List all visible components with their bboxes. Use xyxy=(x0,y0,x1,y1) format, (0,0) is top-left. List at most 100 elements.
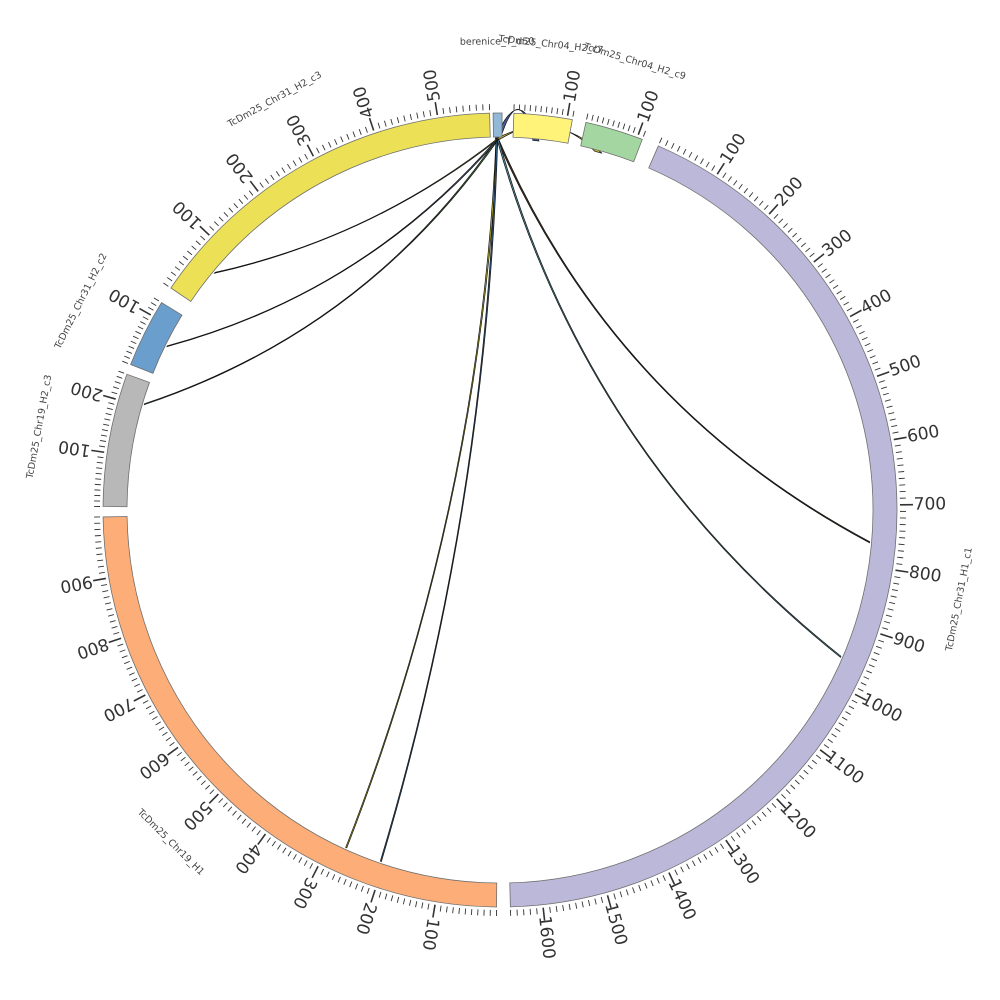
minor-tick xyxy=(676,145,681,152)
minor-tick xyxy=(811,759,818,765)
minor-tick xyxy=(396,117,400,124)
minor-tick xyxy=(781,793,786,799)
tick-label: 400 xyxy=(350,83,379,120)
minor-tick xyxy=(885,614,892,618)
link-berenice-chr31_c2-7 xyxy=(166,138,500,348)
minor-tick xyxy=(831,733,837,738)
major-tick xyxy=(91,449,105,454)
major-tick xyxy=(139,307,152,316)
minor-tick xyxy=(402,898,406,905)
minor-tick xyxy=(227,806,233,812)
major-tick xyxy=(854,693,867,702)
minor-tick xyxy=(763,204,769,211)
minor-tick xyxy=(192,771,198,776)
major-tick xyxy=(668,872,676,885)
major-tick xyxy=(102,394,116,400)
minor-tick xyxy=(163,282,169,287)
minor-tick xyxy=(895,451,902,453)
minor-tick xyxy=(601,117,605,124)
minor-tick xyxy=(823,744,830,749)
minor-tick xyxy=(337,876,341,883)
minor-tick xyxy=(897,550,904,552)
minor-tick xyxy=(825,273,831,279)
minor-tick xyxy=(771,803,777,809)
minor-tick xyxy=(158,726,165,731)
minor-tick xyxy=(829,279,835,284)
major-tick xyxy=(716,162,725,175)
minor-tick xyxy=(562,904,565,912)
minor-tick xyxy=(228,207,234,213)
minor-tick xyxy=(455,106,458,113)
minor-tick xyxy=(96,553,103,556)
minor-tick xyxy=(896,563,903,565)
minor-tick xyxy=(99,445,106,448)
link-berenice-chr31_c3-8 xyxy=(213,138,500,274)
minor-tick xyxy=(377,122,381,129)
minor-tick xyxy=(132,335,139,340)
tick-label: 700 xyxy=(100,693,138,726)
minor-tick xyxy=(891,589,898,592)
minor-tick xyxy=(642,130,646,137)
minor-tick xyxy=(627,125,631,132)
minor-tick xyxy=(839,296,846,300)
minor-tick xyxy=(688,151,693,158)
minor-tick xyxy=(817,263,823,268)
minor-tick xyxy=(861,336,868,341)
minor-tick xyxy=(711,165,716,171)
minor-tick xyxy=(832,284,839,289)
minor-tick xyxy=(98,571,105,574)
minor-tick xyxy=(209,225,215,231)
link-berenice-chr19_c3-6 xyxy=(143,138,500,406)
minor-tick xyxy=(722,172,727,178)
minor-tick xyxy=(251,826,256,832)
minor-tick xyxy=(703,853,708,860)
minor-tick xyxy=(184,761,190,767)
segment-chr31_h1 xyxy=(509,145,898,908)
minor-tick xyxy=(898,543,905,546)
minor-tick xyxy=(836,290,842,295)
minor-tick xyxy=(464,908,467,915)
minor-tick xyxy=(96,467,103,469)
minor-tick xyxy=(873,652,880,656)
segment-label-chr04_c9: TcDm25_Chr04_H2_c9 xyxy=(582,41,687,82)
minor-tick xyxy=(427,903,430,910)
minor-tick xyxy=(243,194,249,200)
minor-tick xyxy=(303,860,308,866)
major-tick xyxy=(92,577,107,582)
minor-tick xyxy=(894,444,901,447)
minor-tick xyxy=(102,590,109,593)
minor-tick xyxy=(743,188,749,194)
minor-tick xyxy=(196,775,202,781)
minor-tick xyxy=(403,115,406,122)
minor-tick xyxy=(860,682,867,686)
tick-label: 700 xyxy=(914,494,947,514)
minor-tick xyxy=(882,392,889,396)
minor-tick xyxy=(334,139,338,145)
minor-tick xyxy=(148,710,155,715)
minor-tick xyxy=(851,699,858,704)
minor-tick xyxy=(886,405,893,409)
minor-tick xyxy=(142,316,149,321)
minor-tick xyxy=(118,370,125,374)
minor-tick xyxy=(415,901,418,908)
minor-tick xyxy=(174,266,181,271)
minor-tick xyxy=(409,113,412,120)
minor-tick xyxy=(326,871,330,878)
minor-tick xyxy=(209,789,215,795)
minor-tick xyxy=(632,127,636,133)
minor-tick xyxy=(807,764,813,770)
minor-tick xyxy=(241,818,247,824)
segment-chr04_c9 xyxy=(580,121,643,163)
minor-tick xyxy=(746,824,752,830)
minor-tick xyxy=(200,235,206,241)
tick-label: 100 xyxy=(716,130,750,168)
minor-tick xyxy=(803,769,809,775)
segment-label-chr19_c3: TcDm25_Chr19_H2_c3 xyxy=(24,374,54,481)
minor-tick xyxy=(124,355,131,359)
minor-tick xyxy=(293,854,297,860)
minor-tick xyxy=(126,350,133,354)
minor-tick xyxy=(136,689,143,693)
link-berenice-chr31_h1-2 xyxy=(496,138,871,544)
major-tick xyxy=(368,117,375,131)
